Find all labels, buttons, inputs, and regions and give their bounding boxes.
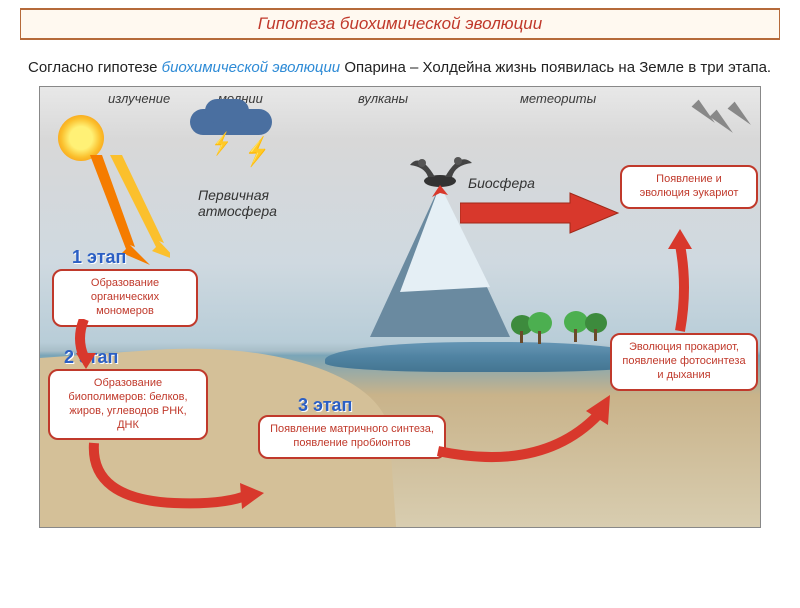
cloud-icon-top [205,99,249,123]
diagram-area: излучение молнии вулканы метеориты ⚡ ⚡ [39,86,761,528]
arrow-biosphere [460,191,620,235]
arrow-2-3 [84,439,264,519]
trees-icon [510,311,560,347]
box-biopolymers: Образование биополимеров: белков, жиров,… [48,369,208,440]
label-primary-atmosphere: Первичная атмосфера [198,187,308,219]
arrow-4-5 [660,227,700,333]
title-bar: Гипотеза биохимической эволюции [20,8,780,40]
box-eukaryotes: Появление и эволюция эукариот [620,165,758,209]
label-radiation: излучение [108,91,170,106]
intro-text: Согласно гипотезе биохимической эволюции… [28,58,772,78]
box-prokaryotes: Эволюция прокариот, появление фотосинтез… [610,333,758,390]
intro-highlight: биохимической эволюции [162,59,341,76]
label-meteorites: метеориты [520,91,596,106]
stage-3-label: 3 этап [298,395,352,416]
box-matrix: Появление матричного синтеза, появление … [258,415,446,459]
intro-suffix: Опарина – Холдейна жизнь появилась на Зе… [340,59,771,76]
lightning-icon: ⚡ [245,135,269,168]
arrow-1-2 [74,319,106,369]
lightning-icon: ⚡ [212,131,231,157]
label-biosphere: Биосфера [468,175,535,191]
page-title: Гипотеза биохимической эволюции [258,14,542,33]
box-monomers: Образование органических мономеров [52,269,198,326]
intro-prefix: Согласно гипотезе [28,59,162,76]
label-volcanoes: вулканы [358,91,408,106]
arrow-3-4 [432,385,622,485]
trees-icon [562,309,612,345]
stage-1-label: 1 этап [72,247,126,268]
